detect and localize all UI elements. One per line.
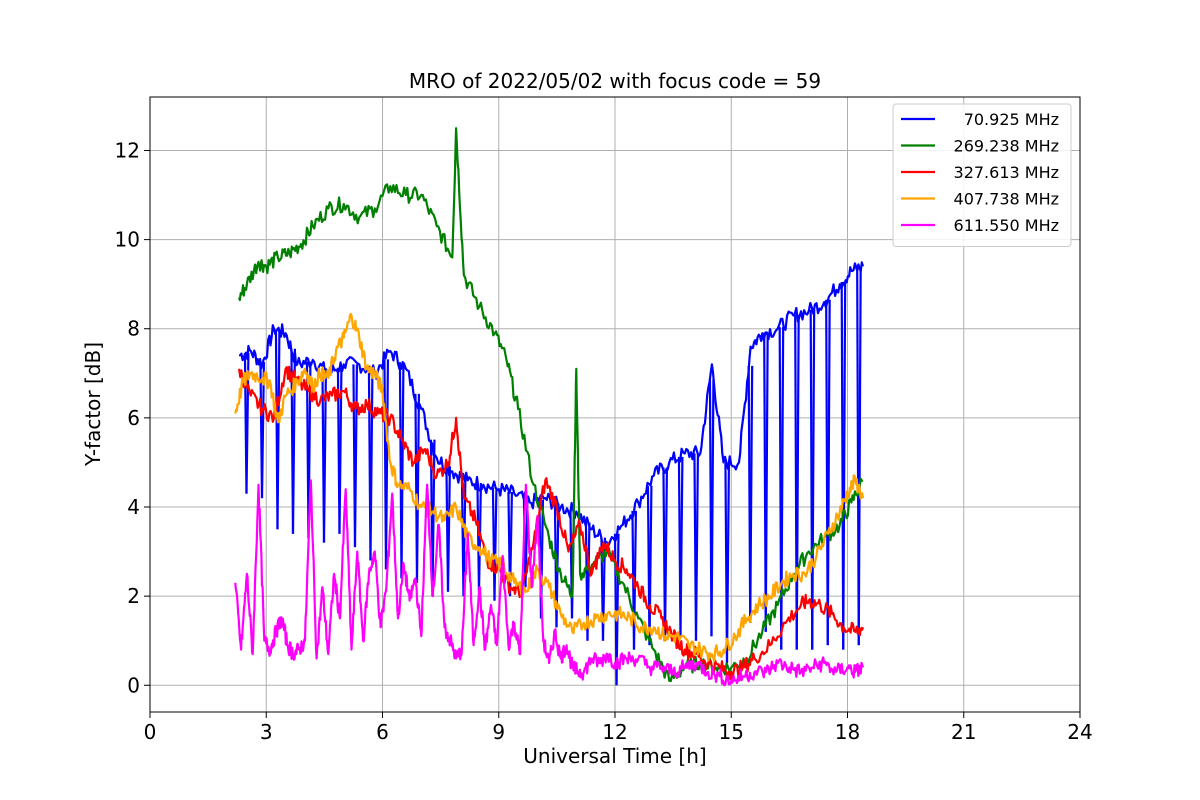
- legend-label: 407.738 MHz: [954, 190, 1059, 209]
- x-axis-label: Universal Time [h]: [523, 744, 706, 768]
- x-tick-label: 12: [602, 720, 627, 744]
- y-tick-label: 12: [115, 138, 140, 162]
- series-line: [234, 312, 865, 662]
- series-dip: [842, 281, 847, 650]
- series-dip: [826, 299, 831, 646]
- series-dip: [446, 466, 452, 592]
- series-dip: [857, 268, 862, 646]
- series-dip: [431, 439, 436, 597]
- x-tick-label: 15: [719, 720, 744, 744]
- series-dip: [749, 365, 754, 623]
- series-dip: [276, 329, 281, 530]
- series-dip: [493, 487, 498, 601]
- x-tick-label: 9: [492, 720, 505, 744]
- series-dip: [663, 467, 669, 641]
- legend-box: [892, 103, 1072, 247]
- series-dip: [415, 393, 421, 583]
- y-tick-label: 8: [127, 317, 140, 341]
- plot-series: [234, 127, 865, 687]
- x-tick-label: 21: [951, 720, 976, 744]
- series-dip: [369, 369, 374, 561]
- series-dip: [648, 485, 653, 646]
- legend-label: 611.550 MHz: [954, 216, 1059, 235]
- y-tick-label: 4: [127, 495, 140, 519]
- series-dip: [710, 379, 715, 637]
- series-dip: [811, 309, 816, 650]
- y-tick-label: 2: [127, 584, 140, 608]
- legend-label: 70.925 MHz: [964, 110, 1059, 129]
- series-line: [238, 365, 865, 681]
- series-dip: [679, 456, 684, 637]
- chart-title: MRO of 2022/05/02 with focus code = 59: [409, 69, 821, 93]
- series-dip: [764, 332, 769, 632]
- series-dip: [795, 314, 800, 650]
- y-tick-label: 10: [115, 228, 140, 252]
- y-tick-label: 0: [127, 673, 140, 697]
- legend-label: 269.238 MHz: [954, 137, 1059, 156]
- x-tick-label: 18: [835, 720, 860, 744]
- x-tick-label: 6: [376, 720, 389, 744]
- series-dip: [725, 462, 731, 663]
- legend-label: 327.613 MHz: [954, 163, 1059, 182]
- series-dip: [400, 362, 405, 579]
- x-tick-label: 3: [260, 720, 273, 744]
- x-tick-label: 0: [144, 720, 157, 744]
- series-dip: [694, 453, 700, 641]
- y-axis-label: Y-factor [dB]: [81, 342, 105, 467]
- series-line: [238, 127, 864, 683]
- series-dip: [384, 359, 390, 570]
- y-tick-label: 6: [127, 406, 140, 430]
- series-line: [234, 479, 865, 687]
- series-dip: [353, 364, 359, 548]
- legend: 70.925 MHz 269.238 MHz 327.613 MHz 407.738 …: [892, 103, 1072, 247]
- x-tick-label: 24: [1067, 720, 1092, 744]
